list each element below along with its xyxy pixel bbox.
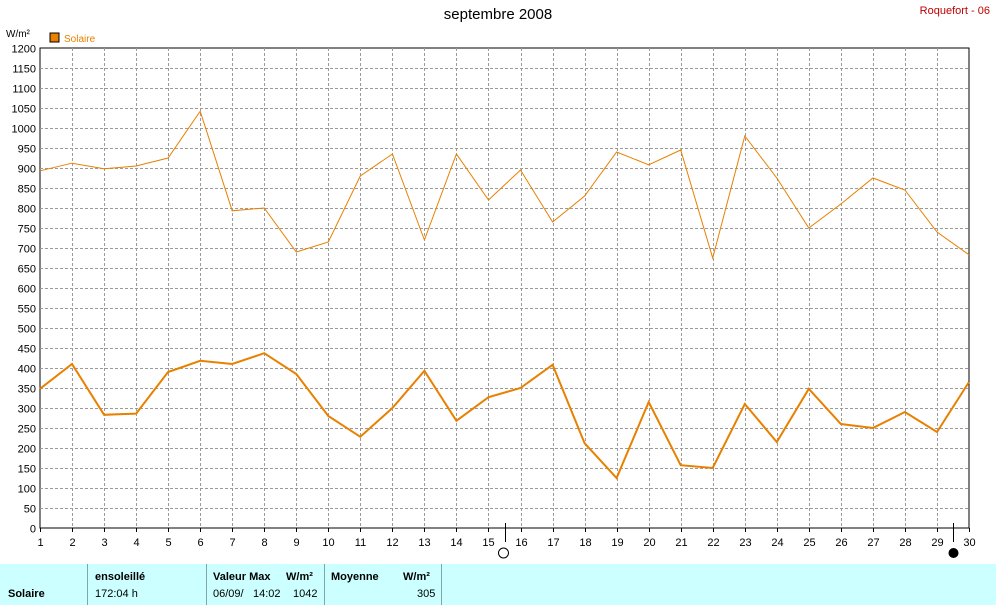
y-tick-label: 300	[18, 404, 36, 416]
y-tick-label: 700	[18, 244, 36, 256]
x-tick-label: 29	[931, 537, 943, 549]
x-tick-label: 1	[37, 537, 43, 549]
x-tick-label: 26	[835, 537, 847, 549]
x-tick-label: 19	[611, 537, 623, 549]
x-tick-label: 16	[515, 537, 527, 549]
y-tick-label: 850	[18, 184, 36, 196]
mean-cell: Moyenne W/m² 305	[324, 564, 441, 605]
x-tick-label: 12	[386, 537, 398, 549]
y-tick-label: 0	[30, 524, 36, 536]
y-tick-label: 1150	[12, 64, 36, 76]
x-tick-label: 30	[963, 537, 975, 549]
max-date: 06/09/	[213, 588, 244, 600]
summary-empty-cell	[441, 564, 996, 605]
mean-unit: W/m²	[403, 571, 430, 583]
x-tick-label: 27	[867, 537, 879, 549]
x-tick-label: 6	[197, 537, 203, 549]
sunshine-cell: ensoleillé 172:04 h	[87, 564, 206, 605]
max-value: 1042	[293, 588, 318, 600]
max-time: 14:02	[253, 588, 281, 600]
series-line-mean	[39, 352, 970, 480]
x-tick-label: 14	[450, 537, 462, 549]
x-tick-label: 18	[579, 537, 591, 549]
new-moon-icon	[948, 548, 959, 558]
y-tick-label: 750	[18, 224, 36, 236]
x-tick-label: 10	[322, 537, 334, 549]
max-cell: Valeur Max W/m² 06/09/ 14:02 1042	[206, 564, 324, 605]
y-tick-label: 600	[18, 284, 36, 296]
x-tick-label: 28	[899, 537, 911, 549]
x-tick-label: 9	[293, 537, 299, 549]
y-tick-label: 100	[18, 484, 36, 496]
max-unit: W/m²	[286, 571, 313, 583]
x-tick-label: 5	[165, 537, 171, 549]
x-tick-label: 13	[418, 537, 430, 549]
plot-frame	[39, 47, 970, 529]
x-tick-label: 2	[69, 537, 75, 549]
x-tick-label: 25	[803, 537, 815, 549]
y-tick-label: 1050	[12, 104, 36, 116]
solar-chart: 0 50 100 150 200 250 300 350 400 450 500 550 600 650 7…	[6, 29, 976, 559]
y-axis-label: W/m²	[6, 29, 31, 40]
summary-label-cell: Solaire	[0, 564, 86, 605]
y-tick-label: 350	[18, 384, 36, 396]
y-tick-label: 500	[18, 324, 36, 336]
y-tick-label: 1100	[12, 84, 36, 96]
x-tick-label: 11	[355, 537, 366, 549]
chart-title: septembre 2008	[443, 6, 553, 23]
y-tick-label: 250	[18, 424, 36, 436]
y-tick-label: 450	[18, 344, 36, 356]
summary-label: Solaire	[8, 588, 45, 600]
station-name: Roquefort - 06	[919, 5, 990, 17]
y-tick-label: 400	[18, 364, 36, 376]
legend-swatch	[49, 32, 60, 43]
x-tick-label: 20	[643, 537, 655, 549]
y-tick-label: 1000	[12, 124, 36, 136]
x-tick-label: 8	[261, 537, 267, 549]
mean-header: Moyenne	[331, 571, 379, 583]
x-tick-label: 7	[229, 537, 235, 549]
summary-bar: Solaire ensoleillé 172:04 h Valeur Max W…	[0, 564, 996, 605]
x-tick-label: 21	[675, 537, 687, 549]
x-tick-label: 4	[133, 537, 139, 549]
series-line-max	[39, 110, 970, 260]
y-tick-label: 150	[18, 464, 36, 476]
max-header: Valeur Max	[213, 571, 271, 583]
y-tick-label: 800	[18, 204, 36, 216]
y-tick-label: 50	[24, 504, 36, 516]
sunshine-value: 172:04 h	[95, 588, 138, 600]
x-tick-label: 3	[101, 537, 107, 549]
mean-value: 305	[417, 588, 436, 600]
legend-label: Solaire	[64, 34, 96, 45]
y-tick-label: 200	[18, 444, 36, 456]
y-tick-label: 900	[18, 164, 36, 176]
x-tick-label: 17	[547, 537, 559, 549]
x-tick-label: 23	[739, 537, 751, 549]
y-tick-label: 1200	[12, 44, 36, 56]
sunshine-header: ensoleillé	[95, 571, 146, 583]
first-quarter-moon-icon	[498, 547, 509, 559]
x-tick-label: 15	[482, 537, 494, 549]
y-tick-label: 650	[18, 264, 36, 276]
y-tick-label: 550	[18, 304, 36, 316]
y-tick-label: 950	[18, 144, 36, 156]
x-tick-label: 24	[771, 537, 783, 549]
x-tick-label: 22	[707, 537, 719, 549]
